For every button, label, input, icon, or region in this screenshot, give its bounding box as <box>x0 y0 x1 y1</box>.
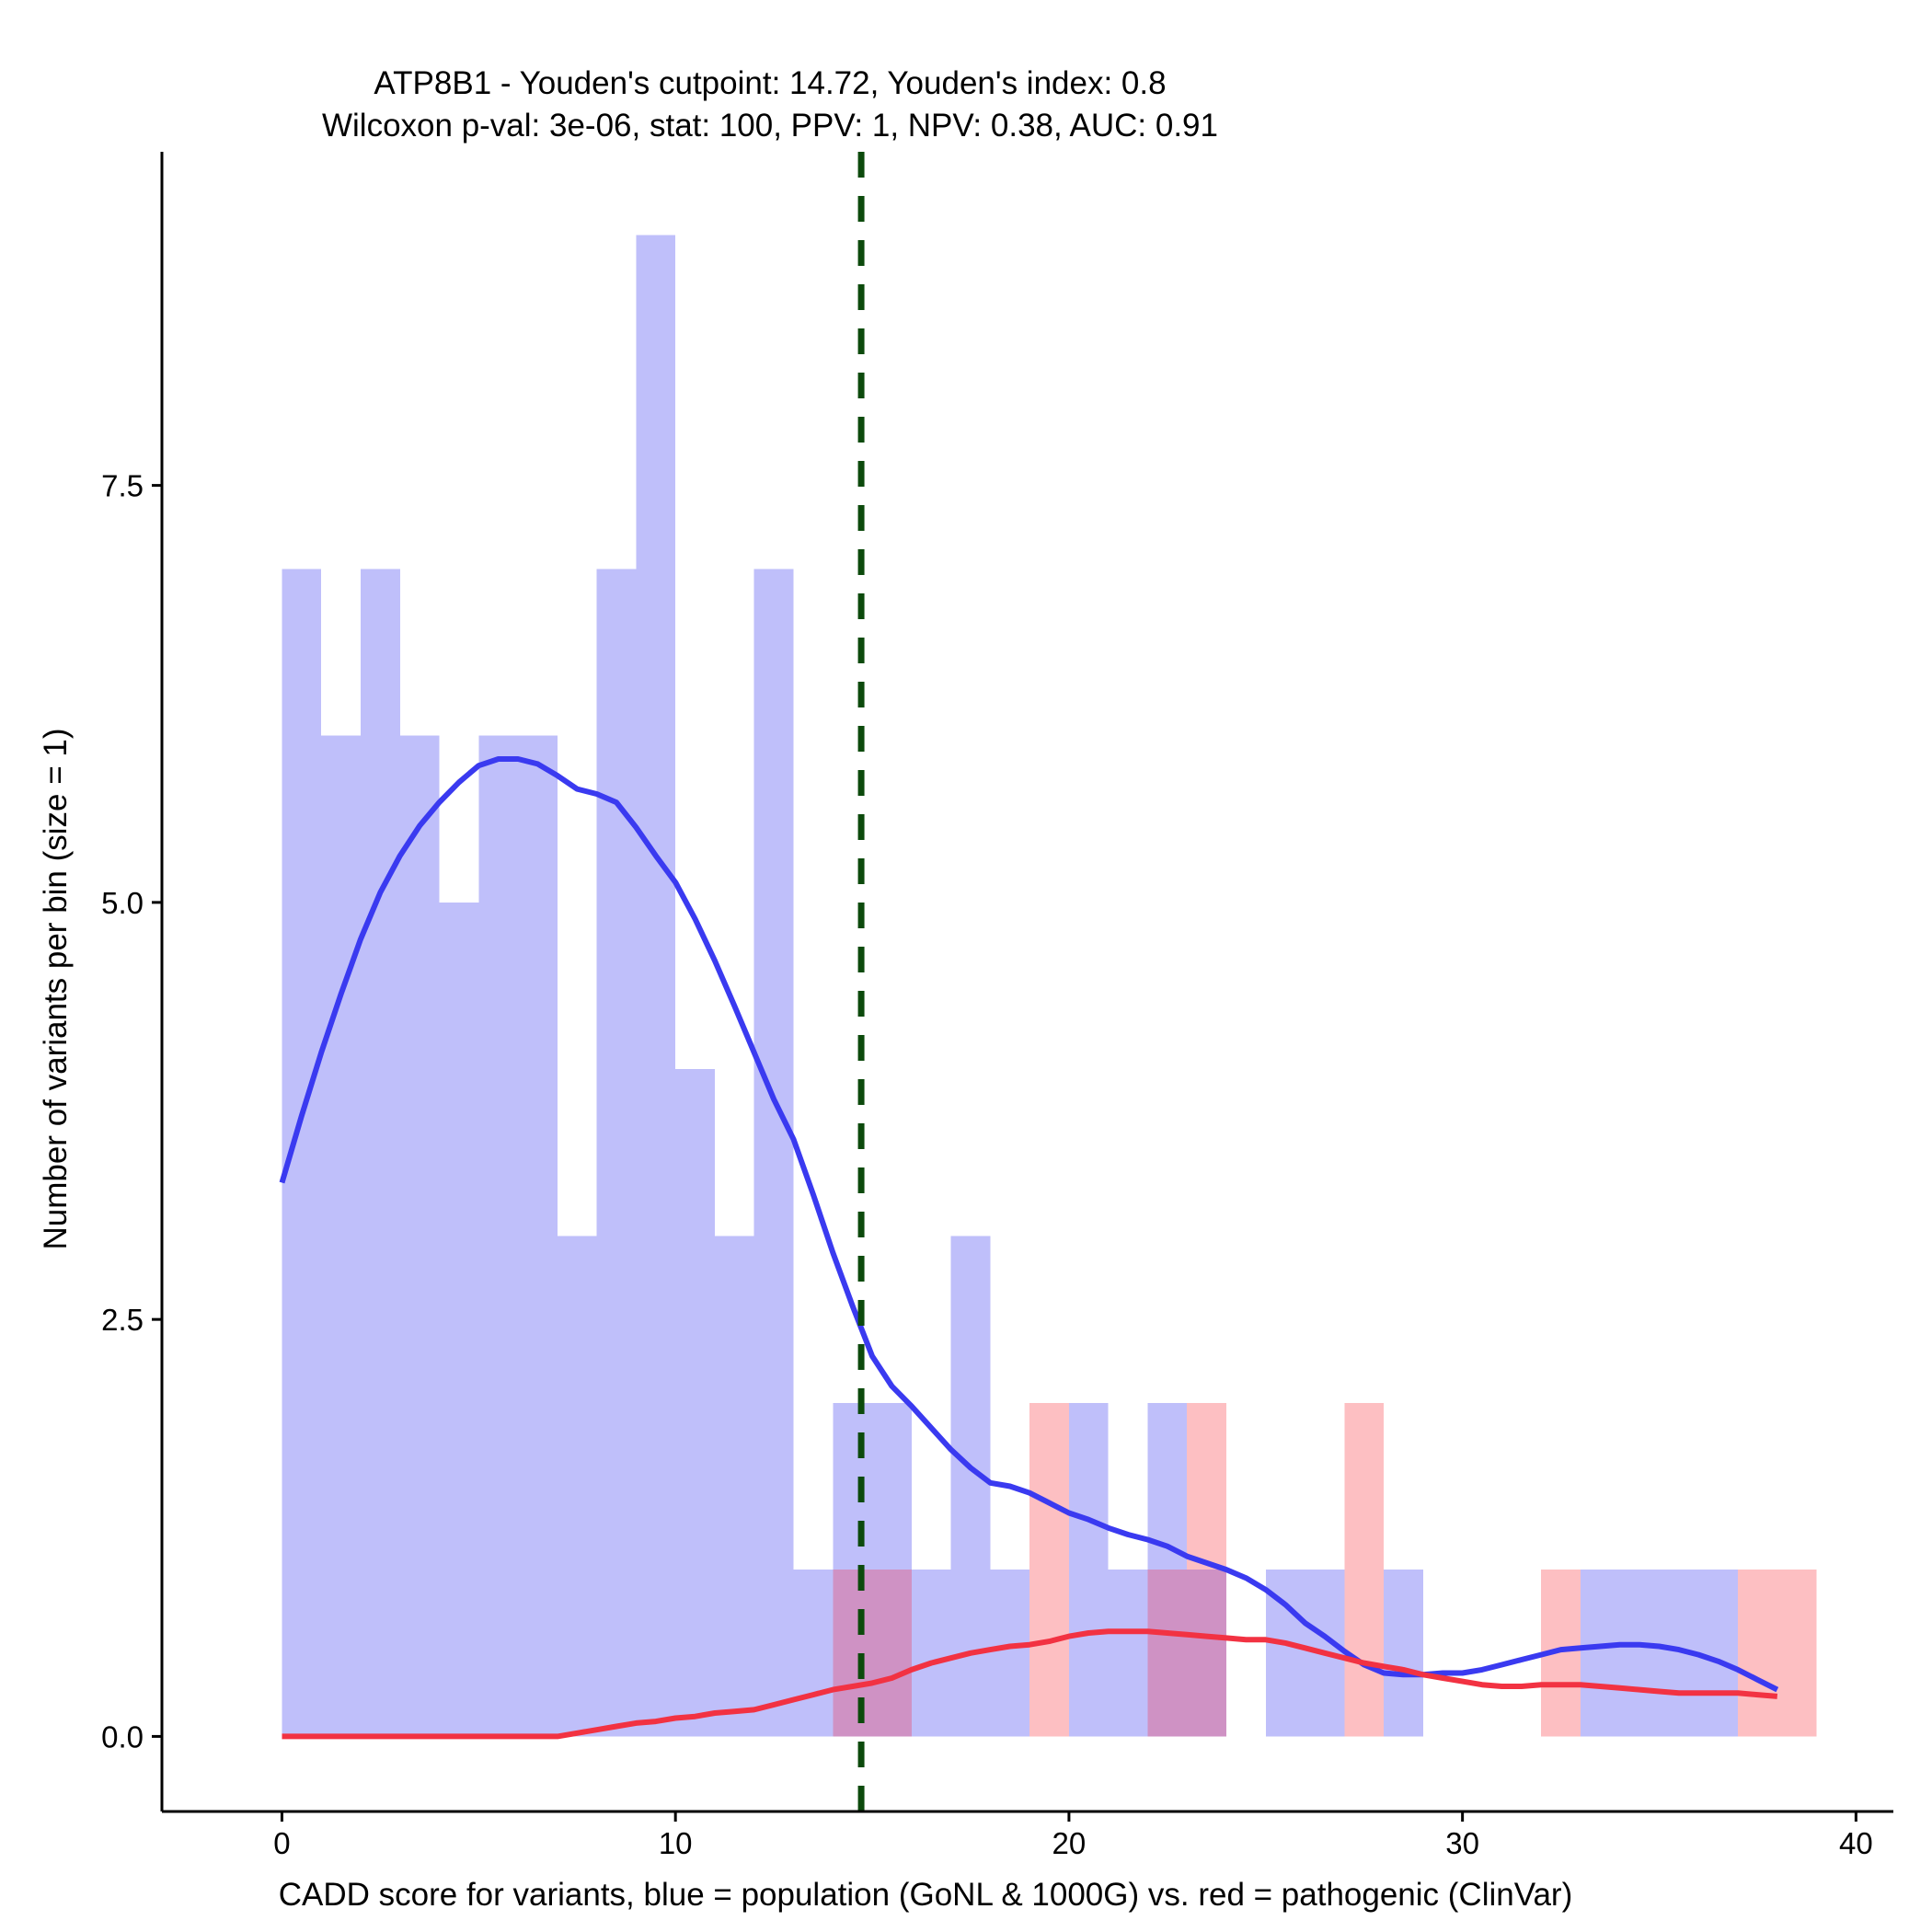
pathogenic-bar-23 <box>1187 1402 1227 1570</box>
x-axis-title: CADD score for variants, blue = populati… <box>279 1877 1573 1913</box>
x-tick-label-10: 10 <box>659 1826 693 1860</box>
x-tick-label-20: 20 <box>1052 1826 1087 1860</box>
population-bar-16 <box>911 1570 951 1737</box>
population-bar-0 <box>282 569 322 1737</box>
overlap-bar-23 <box>1187 1570 1227 1737</box>
population-bar-6 <box>518 735 558 1737</box>
overlap-bar-14 <box>833 1570 873 1737</box>
pathogenic-bar-37 <box>1738 1570 1777 1737</box>
population-density-line <box>279 756 1779 1693</box>
overlap-bar-22 <box>1147 1570 1188 1737</box>
population-bar-18 <box>990 1570 1030 1737</box>
overlap-bar-15 <box>872 1570 912 1737</box>
population-bar-36 <box>1698 1570 1739 1737</box>
chart-title: ATP8B1 - Youden's cutpoint: 14.72, Youde… <box>322 65 1218 144</box>
x-tick-label-0: 0 <box>273 1826 290 1860</box>
population-bar-20 <box>1068 1402 1109 1737</box>
population-bar-28 <box>1384 1570 1423 1737</box>
population-bar-2 <box>361 569 400 1737</box>
histogram-bars <box>282 235 1817 1737</box>
y-tick-label-5: 5.0 <box>101 886 144 920</box>
axes: 0 10 20 30 40 0.0 2.5 5.0 7.5 <box>101 152 1893 1860</box>
population-bar-17 <box>950 1236 991 1737</box>
population-bar-7 <box>557 1236 597 1737</box>
population-bar-1 <box>321 735 362 1737</box>
density-curves <box>279 756 1779 1740</box>
y-axis-title: Number of variants per bin (size = 1) <box>38 728 74 1249</box>
y-tick-label-0: 0.0 <box>101 1719 144 1754</box>
population-bar-10 <box>675 1069 715 1737</box>
pathogenic-bar-19 <box>1029 1402 1069 1737</box>
y-tick-label-7.5: 7.5 <box>101 469 144 503</box>
population-bar-8 <box>596 569 637 1737</box>
population-bar-3 <box>399 735 440 1737</box>
x-tick-label-40: 40 <box>1839 1826 1873 1860</box>
y-tick-label-2.5: 2.5 <box>101 1303 144 1337</box>
chart-title-line-2: Wilcoxon p-val: 3e-06, stat: 100, PPV: 1… <box>322 108 1218 144</box>
population-bar-13 <box>793 1570 834 1737</box>
population-bar-9 <box>636 235 676 1737</box>
chart-title-line-1: ATP8B1 - Youden's cutpoint: 14.72, Youde… <box>374 65 1166 101</box>
pathogenic-bar-38 <box>1777 1570 1817 1737</box>
population-bar-5 <box>478 735 519 1737</box>
population-bar-12 <box>753 569 794 1737</box>
pathogenic-bar-27 <box>1344 1402 1385 1737</box>
pathogenic-density-line <box>282 1628 1778 1740</box>
x-tick-label-30: 30 <box>1445 1826 1479 1860</box>
population-bar-34 <box>1619 1570 1660 1737</box>
population-bar-4 <box>439 902 479 1737</box>
population-bar-33 <box>1580 1570 1620 1737</box>
population-bar-11 <box>714 1236 754 1737</box>
population-bar-21 <box>1108 1570 1148 1737</box>
